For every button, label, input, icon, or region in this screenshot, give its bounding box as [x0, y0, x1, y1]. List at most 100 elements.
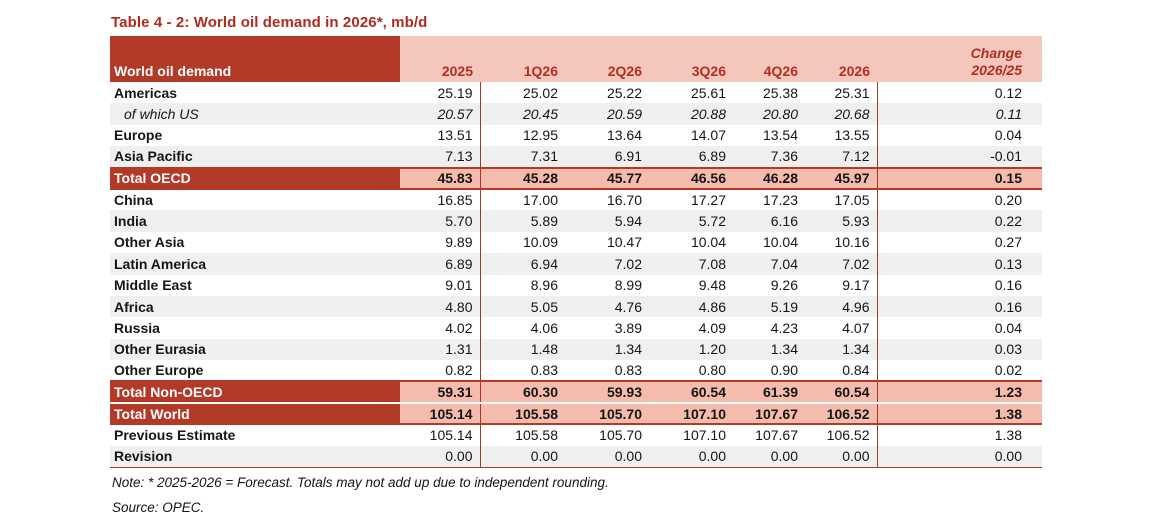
- table-row: Americas 25.19 25.02 25.22 25.61 25.38 25.31 0.…: [110, 82, 1042, 104]
- cell-value: 0.00: [805, 445, 878, 468]
- cell-value: 1.48: [480, 338, 565, 361]
- cell-value: 1.31: [400, 338, 481, 361]
- world-oil-demand-table: World oil demand 2025 1Q26 2Q26 3Q26 4Q2…: [110, 36, 1042, 468]
- cell-value: 25.22: [606, 84, 642, 101]
- cell-value: 4.76: [565, 295, 649, 318]
- cell-value: 5.05: [480, 295, 565, 318]
- cell-value: 1.34: [565, 338, 649, 361]
- cell-value: 4.02: [400, 317, 481, 339]
- cell-value: 7.02: [565, 253, 649, 275]
- cell-value: 6.89: [400, 253, 481, 275]
- cell-value: 7.36: [733, 146, 805, 168]
- header-col-2q26: 2Q26: [565, 36, 649, 82]
- row-label: Previous Estimate: [114, 427, 236, 444]
- cell-value: 1.38: [877, 402, 1042, 425]
- cell-value: 0.12: [994, 84, 1022, 101]
- cell-value: 0.00: [877, 445, 1042, 468]
- cell-value: 5.72: [649, 210, 733, 232]
- cell-value: 7.12: [805, 146, 878, 168]
- cell-value: 17.23: [762, 192, 798, 209]
- cell-value: 4.80: [400, 295, 481, 318]
- cell-value: 5.19: [733, 295, 805, 318]
- table-row: Other Europe 0.82 0.83 0.83 0.80 0.90 0.84 0.02: [110, 360, 1042, 382]
- cell-value: 59.31: [400, 381, 481, 403]
- cell-value: 9.01: [400, 274, 481, 296]
- cell-value: 5.70: [400, 210, 481, 232]
- table-row: Africa 4.80 5.05 4.76 4.86 5.19 4.96 0.16: [110, 295, 1042, 318]
- cell-value: 25.38: [762, 84, 798, 101]
- cell-value: 20.57: [400, 103, 481, 125]
- cell-value: 4.07: [805, 317, 878, 339]
- cell-value: 0.83: [530, 362, 558, 379]
- cell-value: 5.89: [480, 210, 565, 232]
- table-row: China 16.85 17.00 16.70 17.27 17.23 17.05 0.20: [110, 188, 1042, 211]
- cell-value: 0.84: [805, 360, 878, 382]
- cell-value: 25.02: [522, 84, 558, 101]
- cell-value: 8.99: [614, 277, 642, 294]
- header-col-change: Change 2026/25: [877, 36, 1042, 82]
- cell-value: 105.14: [400, 402, 481, 425]
- cell-value: 6.16: [733, 210, 805, 232]
- cell-value: 16.85: [400, 188, 481, 211]
- header-col-1q26: 1Q26: [480, 36, 565, 82]
- cell-value: 0.27: [994, 234, 1022, 251]
- row-label: Other Asia: [114, 234, 185, 251]
- cell-value: 59.93: [565, 381, 649, 403]
- cell-value: 4.09: [698, 319, 726, 336]
- table-row: of which US 20.57 20.45 20.59 20.88 20.80 20.6…: [110, 103, 1042, 125]
- cell-value: 5.93: [805, 210, 878, 232]
- table-row: Other Eurasia 1.31 1.48 1.34 1.20 1.34 1.34 0.0…: [110, 338, 1042, 361]
- cell-value: 14.07: [690, 127, 726, 144]
- cell-value: 0.03: [877, 338, 1042, 361]
- row-label: Total OECD: [110, 167, 400, 189]
- cell-value: 6.94: [480, 253, 565, 275]
- row-label: China: [114, 192, 153, 209]
- cell-value: 0.00: [480, 445, 565, 468]
- cell-value: 0.00: [565, 445, 649, 468]
- row-label: Latin America: [110, 253, 400, 275]
- cell-value: 0.00: [649, 445, 733, 468]
- cell-value: 0.11: [877, 103, 1042, 125]
- report-table-section: Table 4 - 2: World oil demand in 2026*, …: [110, 14, 1045, 515]
- cell-value: 10.04: [762, 234, 798, 251]
- cell-value: 8.96: [530, 277, 558, 294]
- row-label: Americas: [114, 84, 178, 101]
- cell-value: 60.54: [805, 381, 878, 403]
- cell-value: 0.22: [877, 210, 1042, 232]
- source-text: Source: OPEC.: [112, 499, 205, 515]
- cell-value: 4.06: [530, 319, 558, 336]
- cell-value: 20.88: [649, 103, 733, 125]
- cell-value: 25.31: [805, 82, 878, 104]
- row-label: Other Europe: [114, 362, 204, 379]
- row-label: Total World: [110, 402, 400, 425]
- cell-value: 1.34: [805, 338, 878, 361]
- cell-value: 0.15: [877, 167, 1042, 189]
- cell-value: 1.38: [994, 427, 1022, 444]
- cell-value: 17.27: [690, 192, 726, 209]
- cell-value: 45.77: [565, 167, 649, 189]
- cell-value: 0.80: [698, 362, 726, 379]
- table-row: Total World 105.14 105.58 105.70 107.10 107.6…: [110, 402, 1042, 425]
- cell-value: 7.02: [805, 253, 878, 275]
- cell-value: 105.58: [515, 427, 558, 444]
- row-label: Europe: [114, 127, 163, 144]
- page-title: Table 4 - 2: World oil demand in 2026*, …: [111, 14, 428, 31]
- cell-value: 105.70: [599, 427, 642, 444]
- cell-value: 9.89: [400, 231, 481, 254]
- cell-value: 0.04: [994, 127, 1022, 144]
- table-body: Americas 25.19 25.02 25.22 25.61 25.38 25.31 0.…: [110, 82, 1042, 468]
- table-row: Total Non-OECD 59.31 60.30 59.93 60.54 61.39 6…: [110, 381, 1042, 403]
- cell-value: 107.10: [649, 402, 733, 425]
- cell-value: 0.20: [994, 192, 1022, 209]
- table-row: Latin America 6.89 6.94 7.02 7.08 7.04 7.02 0.1…: [110, 253, 1042, 275]
- cell-value: 0.04: [994, 319, 1022, 336]
- table-row: Europe 13.51 12.95 13.64 14.07 13.54 13.55 0.04: [110, 124, 1042, 147]
- cell-value: 20.59: [565, 103, 649, 125]
- cell-value: 0.13: [877, 253, 1042, 275]
- cell-value: 107.67: [755, 427, 798, 444]
- row-label: of which US: [110, 103, 400, 125]
- header-col-4q26: 4Q26: [733, 36, 805, 82]
- row-label: Asia Pacific: [110, 146, 400, 168]
- table-row: Asia Pacific 7.13 7.31 6.91 6.89 7.36 7.12 -0.0…: [110, 146, 1042, 168]
- cell-value: 10.47: [606, 234, 642, 251]
